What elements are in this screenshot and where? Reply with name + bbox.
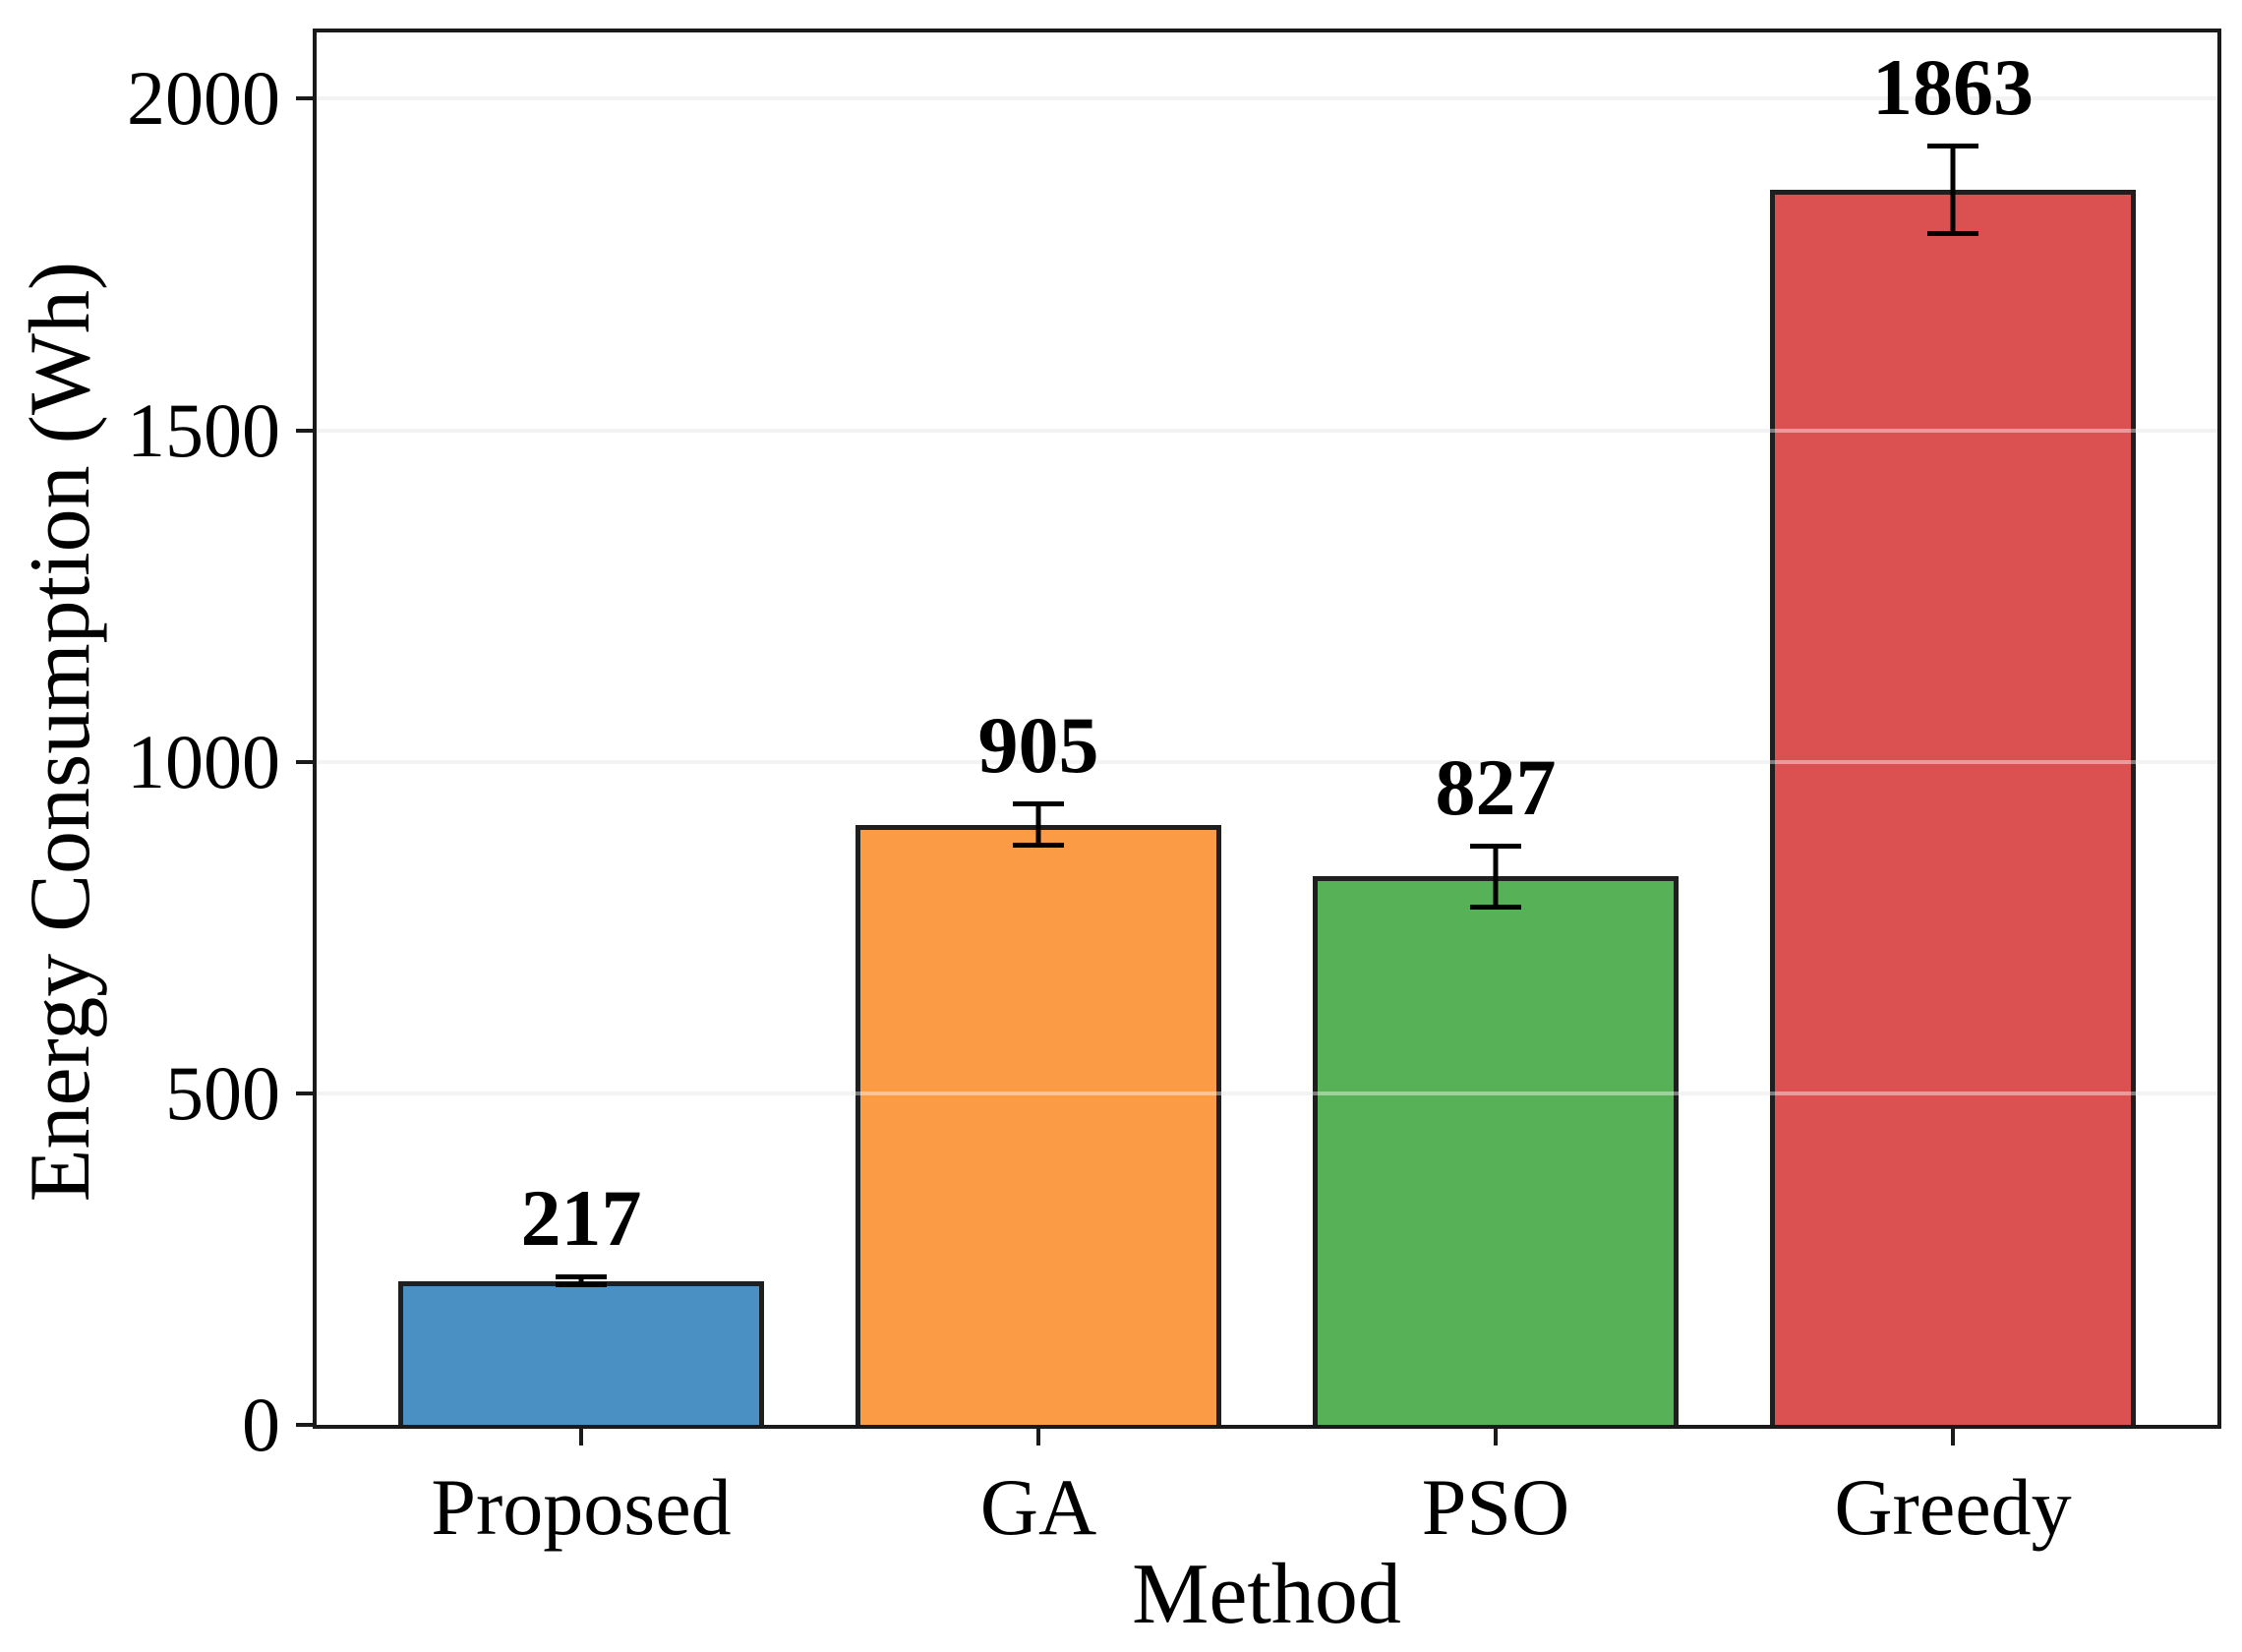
value-label-greedy: 1863 xyxy=(1872,41,2034,132)
error-bar-part xyxy=(1950,143,1956,236)
plot-area: 217 905 827 1863 xyxy=(313,29,2221,1429)
gridline-500 xyxy=(317,1091,2217,1095)
error-bar-pso xyxy=(1470,843,1521,911)
x-tick-label-ga: GA xyxy=(979,1462,1097,1552)
error-bar-part xyxy=(1013,843,1064,849)
error-bar-part xyxy=(1013,801,1064,807)
y-tick-mark-0 xyxy=(296,1423,313,1427)
error-bar-part xyxy=(556,1282,607,1288)
error-bar-proposed xyxy=(556,1273,607,1288)
y-tick-mark-1000 xyxy=(296,759,313,764)
x-tick-mark-pso xyxy=(1494,1429,1498,1446)
x-tick-mark-ga xyxy=(1036,1429,1040,1446)
y-tick-label-0: 0 xyxy=(242,1382,280,1467)
bar-proposed xyxy=(398,1281,764,1425)
error-bar-part xyxy=(1470,843,1521,849)
value-label-ga: 905 xyxy=(977,700,1099,791)
bar-greedy xyxy=(1770,190,2136,1425)
error-bar-greedy xyxy=(1927,143,1978,236)
gridline-1000 xyxy=(317,759,2217,764)
error-bar-part xyxy=(578,1273,584,1288)
error-bar-part xyxy=(1470,905,1521,911)
value-label-proposed: 217 xyxy=(520,1172,642,1263)
bar-ga xyxy=(856,825,1221,1425)
gridline-2000 xyxy=(317,96,2217,101)
error-bar-part xyxy=(1493,843,1499,911)
y-tick-label-500: 500 xyxy=(165,1049,280,1136)
bar-pso xyxy=(1313,876,1679,1425)
x-tick-mark-greedy xyxy=(1951,1429,1955,1446)
x-tick-label-greedy: Greedy xyxy=(1834,1462,2072,1552)
x-tick-label-proposed: Proposed xyxy=(431,1462,732,1552)
error-bar-part xyxy=(1927,143,1978,148)
error-bar-part xyxy=(1927,230,1978,236)
y-tick-mark-1500 xyxy=(296,428,313,433)
error-bar-part xyxy=(556,1273,607,1279)
y-tick-label-2000: 2000 xyxy=(127,55,280,142)
y-tick-mark-500 xyxy=(296,1091,313,1095)
x-tick-label-pso: PSO xyxy=(1421,1462,1570,1552)
x-tick-mark-proposed xyxy=(579,1429,583,1446)
error-bar-part xyxy=(1035,801,1041,849)
y-tick-label-1500: 1500 xyxy=(127,386,280,473)
x-axis-label: Method xyxy=(1132,1547,1401,1642)
gridline-1500 xyxy=(317,428,2217,433)
y-tick-mark-2000 xyxy=(296,96,313,101)
error-bar-ga xyxy=(1013,801,1064,849)
y-tick-label-1000: 1000 xyxy=(127,718,280,804)
value-label-pso: 827 xyxy=(1435,741,1557,832)
